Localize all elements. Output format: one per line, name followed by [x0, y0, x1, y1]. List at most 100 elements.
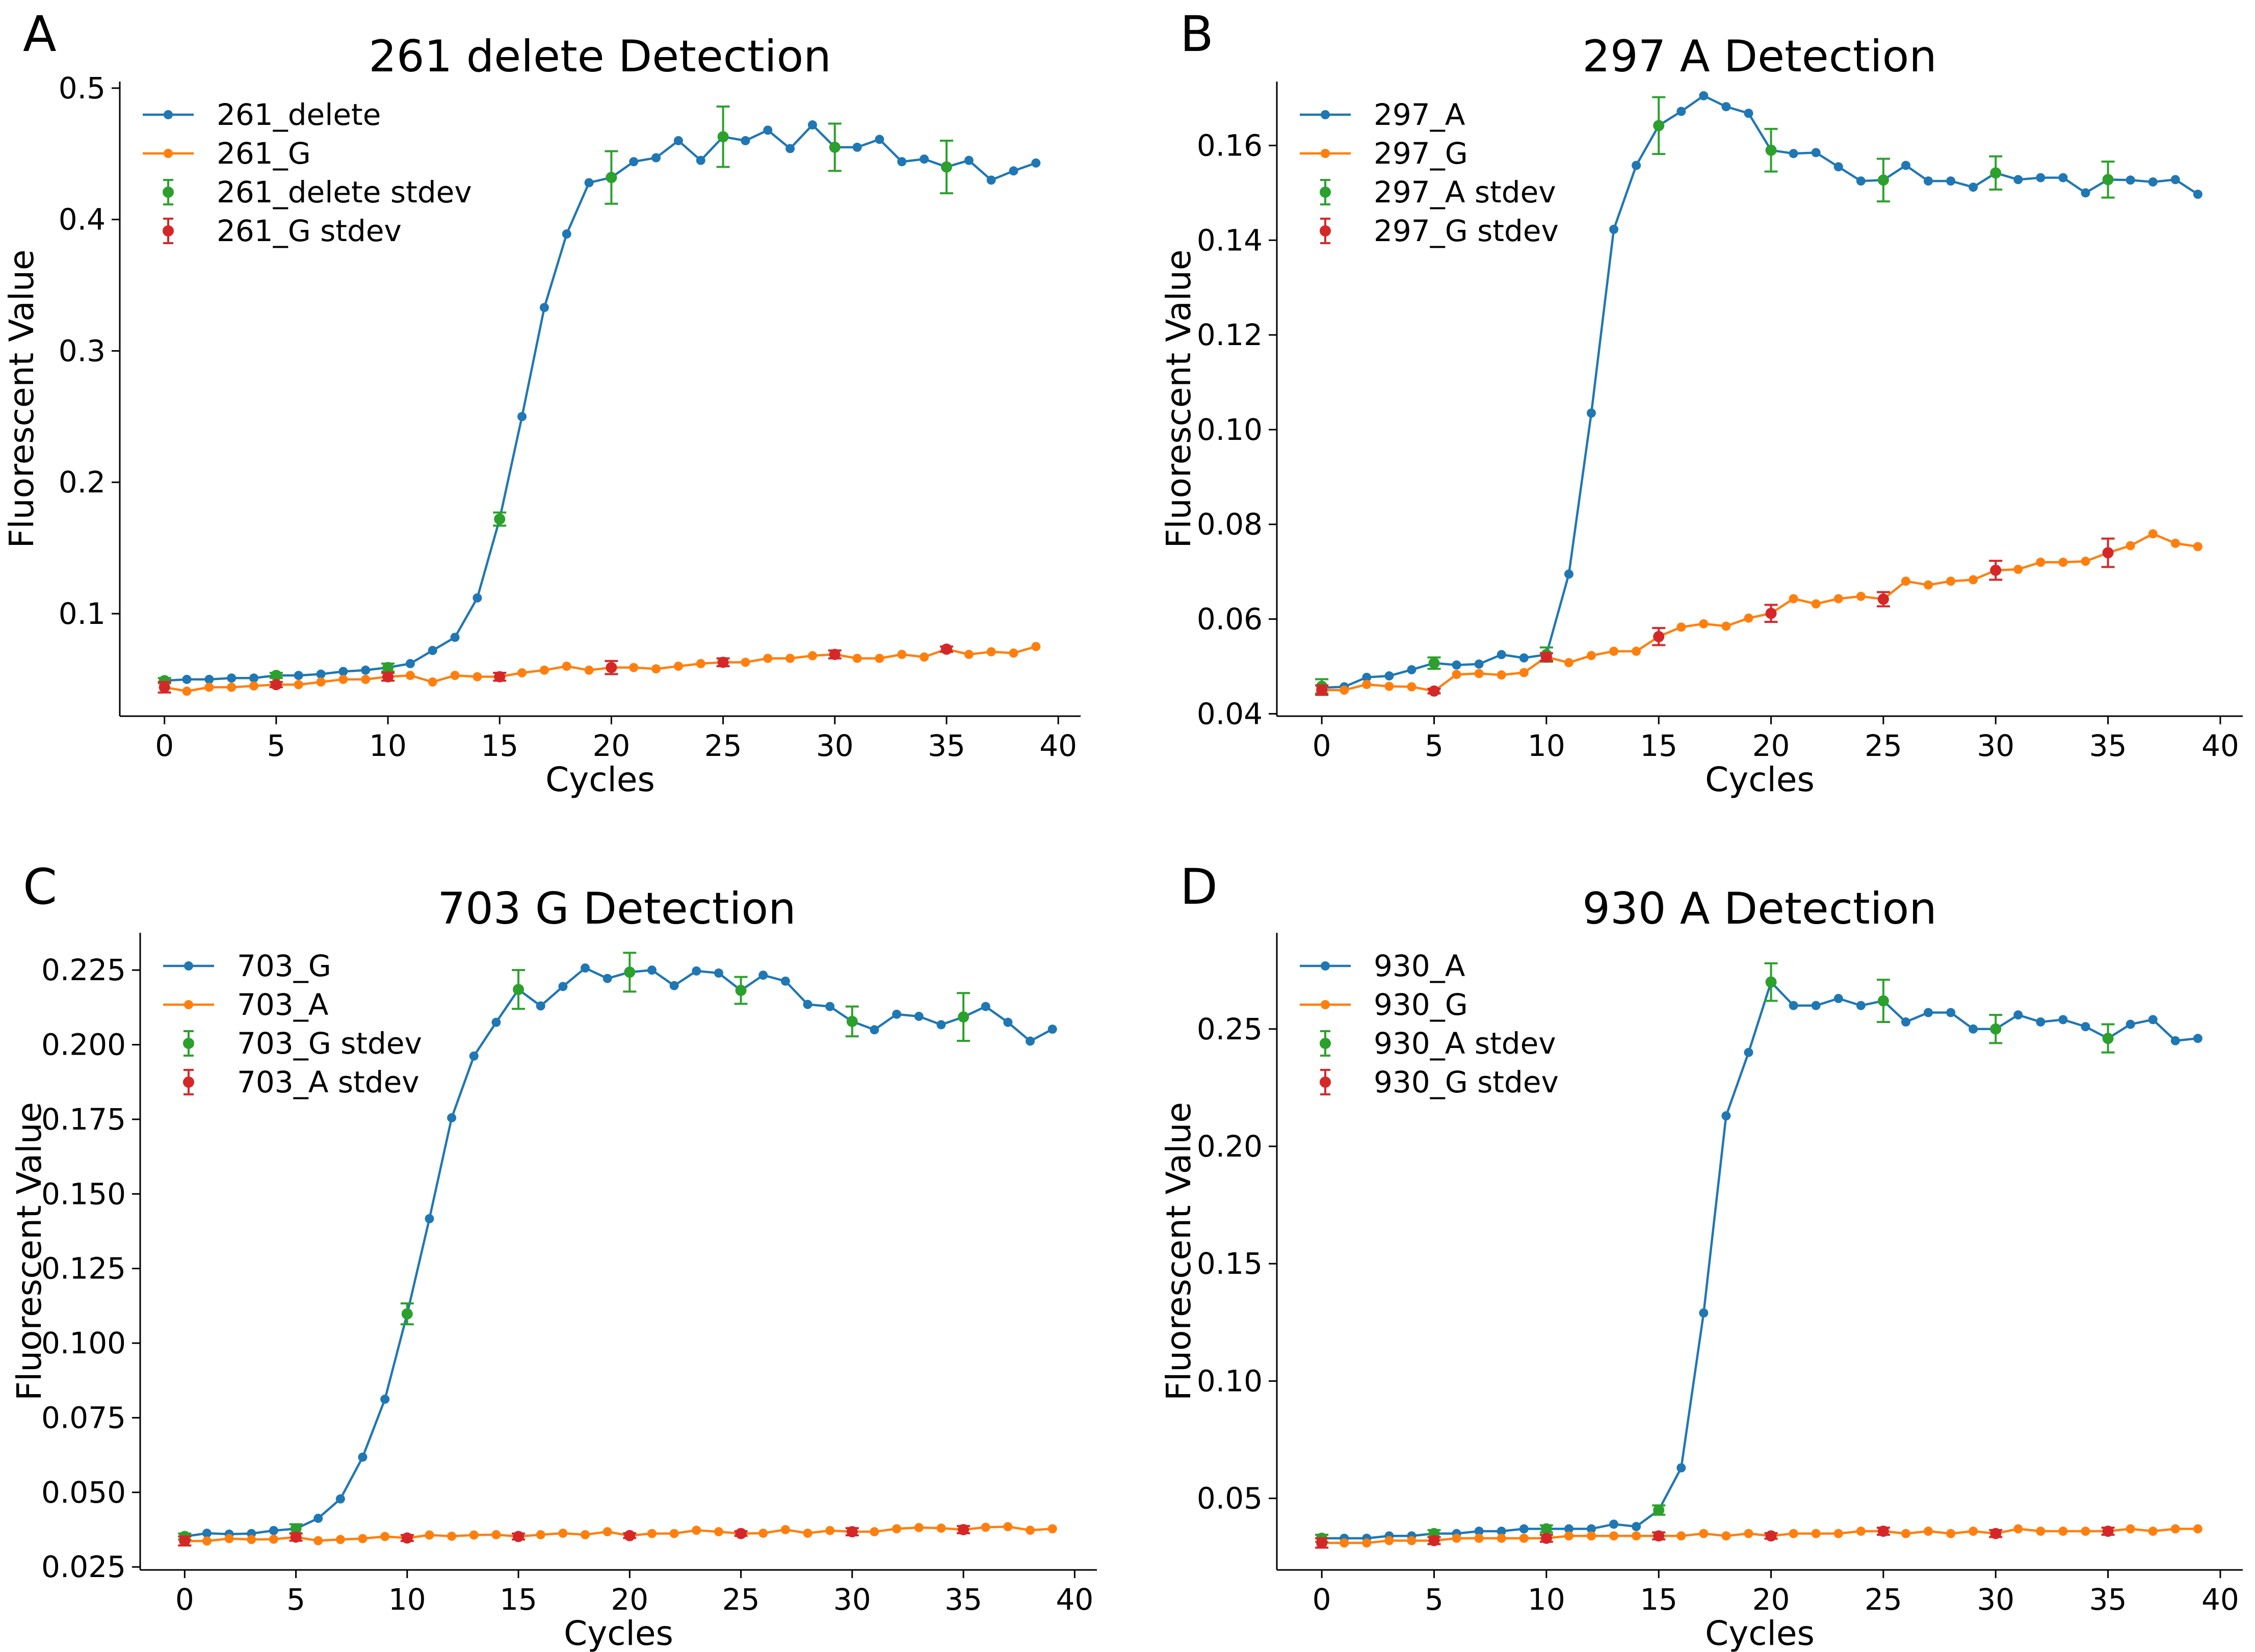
- y-tick-label: 0.150: [41, 1176, 126, 1211]
- data-point: [2081, 557, 2090, 566]
- series-line-high: [1322, 94, 2199, 689]
- error-point: [1540, 651, 1552, 663]
- data-point: [1901, 576, 1910, 586]
- data-point: [536, 1530, 545, 1539]
- y-tick-label: 0.2: [59, 465, 106, 500]
- data-point: [2058, 558, 2068, 567]
- data-point: [1632, 1531, 1641, 1541]
- data-point: [491, 1017, 501, 1027]
- data-point: [2013, 1010, 2023, 1020]
- error-point: [1877, 174, 1889, 186]
- chart-area-b: 0 5 10 15 20 25 30 35 40 0.04 0.06 0.08 0.10 0.12 0.14…: [1159, 82, 2243, 799]
- y-axis-label: Fluorescent Value: [1159, 249, 1198, 548]
- error-point: [1990, 564, 2002, 576]
- x-tick-label: 25: [722, 1582, 760, 1617]
- legend-label: 703_G stdev: [237, 1026, 422, 1061]
- y-tick-label: 0.200: [41, 1028, 126, 1062]
- data-point: [517, 412, 527, 422]
- data-point: [803, 1528, 812, 1538]
- data-point: [1924, 176, 1933, 186]
- x-tick-label: 5: [267, 728, 285, 763]
- data-point: [2126, 175, 2135, 185]
- x-axis-label: Cycles: [564, 1614, 673, 1652]
- data-point: [852, 142, 862, 152]
- data-point: [741, 136, 750, 145]
- y-tick-label: 0.20: [1197, 1129, 1263, 1164]
- x-tick-label: 0: [155, 728, 174, 763]
- data-point: [2081, 1022, 2090, 1032]
- data-point: [204, 683, 214, 692]
- data-point: [1699, 619, 1709, 628]
- data-point: [1047, 1524, 1057, 1534]
- data-point: [1833, 993, 1843, 1003]
- data-point: [892, 1009, 902, 1019]
- x-tick-label: 35: [2089, 728, 2127, 763]
- data-point: [2170, 1524, 2180, 1534]
- error-point: [1316, 1537, 1328, 1549]
- x-tick-label: 15: [1640, 728, 1677, 763]
- legend-label: 930_A: [1374, 949, 1465, 983]
- x-tick-label: 0: [1313, 728, 1331, 763]
- data-point: [785, 144, 795, 153]
- data-point: [1609, 1519, 1619, 1529]
- data-point: [602, 1527, 612, 1537]
- error-point: [2102, 1526, 2114, 1537]
- data-point: [1676, 1463, 1686, 1473]
- data-point: [2170, 175, 2180, 185]
- data-point: [1789, 1529, 1798, 1538]
- legend-label: 930_G: [1374, 987, 1468, 1022]
- error-point: [382, 671, 394, 683]
- error-point: [606, 662, 617, 673]
- data-point: [1721, 102, 1731, 112]
- data-point: [1452, 660, 1461, 670]
- data-point: [763, 125, 773, 135]
- error-point: [829, 141, 841, 153]
- error-point: [717, 657, 729, 668]
- legend-marker: [184, 961, 193, 971]
- data-point: [316, 669, 326, 679]
- data-point: [1811, 148, 1821, 158]
- y-axis-label: Fluorescent Value: [1159, 1102, 1198, 1401]
- legend-marker: [163, 225, 174, 237]
- x-tick-label: 30: [1977, 1582, 2014, 1617]
- data-point: [964, 649, 974, 659]
- error-point: [1428, 1535, 1440, 1546]
- error-point: [1990, 1023, 2002, 1035]
- data-point: [807, 651, 817, 661]
- y-tick-label: 0.14: [1197, 223, 1263, 257]
- data-point: [2013, 1524, 2023, 1534]
- panel-d: D 930 A Detection 0 5 10 15 20 25 30 35 40 0.05 0.…: [1159, 858, 2243, 1652]
- data-point: [1340, 685, 1349, 695]
- data-point: [269, 1534, 278, 1544]
- data-point: [875, 135, 884, 144]
- data-point: [1833, 162, 1843, 172]
- chart-title-a: 261 delete Detection: [369, 31, 831, 82]
- data-point: [1003, 1522, 1013, 1532]
- data-point: [202, 1536, 212, 1546]
- x-tick-label: 20: [1752, 1582, 1790, 1617]
- data-point: [669, 1529, 679, 1538]
- legend-label: 297_G stdev: [1374, 214, 1559, 248]
- data-point: [825, 1526, 835, 1535]
- data-point: [936, 1020, 946, 1030]
- data-point: [1969, 1024, 1978, 1034]
- data-point: [1901, 161, 1910, 170]
- x-tick-label: 10: [369, 728, 407, 763]
- error-point: [717, 131, 729, 143]
- legend-label: 297_A: [1374, 97, 1465, 132]
- data-point: [1744, 613, 1753, 623]
- panel-label-c: C: [23, 858, 57, 915]
- data-point: [1384, 671, 1394, 681]
- data-point: [673, 136, 683, 145]
- panel-a: A 261 delete Detection 0 5 10 15 20 25 30 35 400…: [2, 6, 1081, 799]
- x-tick-label: 40: [1056, 1582, 1093, 1617]
- data-point: [651, 153, 661, 163]
- error-point: [513, 1531, 525, 1542]
- data-point: [1031, 158, 1041, 168]
- data-point: [1632, 1522, 1641, 1531]
- error-point: [1877, 593, 1889, 605]
- y-tick-label: 0.5: [59, 71, 106, 106]
- error-point: [179, 1535, 191, 1547]
- x-tick-label: 5: [1425, 1582, 1444, 1617]
- y-tick-label: 0.050: [41, 1475, 126, 1510]
